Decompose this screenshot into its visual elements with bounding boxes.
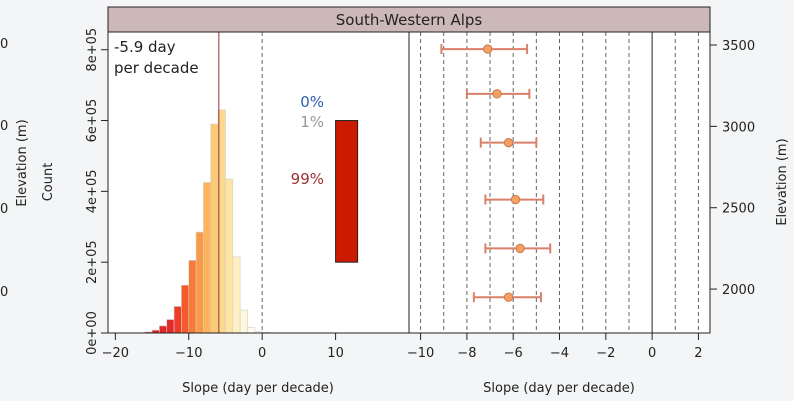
elevation-panel: −10 −8 −6 −4 −2 0 2 2000 2500 3000 3500 Slope (day… (407, 31, 790, 396)
histogram-bar (239, 309, 248, 334)
left-edge-label-3: 0 (0, 202, 8, 217)
elevation-point-group (465, 88, 531, 99)
elevation-x-axis-title: Slope (day per decade) (483, 381, 635, 396)
histogram-x-axis-title: Slope (day per decade) (182, 381, 334, 396)
histogram-bar (166, 319, 175, 334)
elevation-y-tick-label: 3000 (722, 120, 755, 135)
histogram-axes: −20 −10 0 10 0e+00 2e+05 4e+05 6e+05 8e+05 (85, 28, 344, 361)
histogram-y-tick-label: 6e+05 (85, 99, 100, 143)
left-edge-elevation-label: Elevation (m) (15, 119, 30, 206)
data-point (492, 89, 502, 99)
histogram-x-tick-label: −20 (102, 346, 129, 361)
histogram-panel: -5.9 day per decade 0% 1% 99% −20 −10 0 10 0… (41, 28, 410, 396)
histogram-decorations (218, 32, 359, 333)
histogram-plot-area (108, 32, 409, 333)
elevation-x-tick-label: −4 (550, 346, 569, 361)
histogram-y-tick-label: 2e+05 (85, 240, 100, 284)
elevation-points (440, 44, 552, 303)
elevation-x-tick-label: 0 (648, 346, 656, 361)
elevation-y-axis-title: Elevation (m) (775, 138, 790, 225)
left-edge-label-4: 0 (0, 285, 8, 300)
data-point (483, 44, 493, 54)
percent-label-negative: 99% (291, 170, 324, 188)
percent-label-neutral: 1% (300, 113, 324, 131)
histogram-bar (232, 256, 241, 334)
elevation-y-tick-label: 2000 (722, 283, 755, 298)
histogram-bar (181, 284, 190, 334)
elevation-x-tick-label: 2 (694, 346, 702, 361)
histogram-y-axis-title: Count (41, 163, 56, 202)
left-edge-labels: 0 0 0 0 (0, 37, 8, 300)
percent-bar (335, 120, 359, 263)
elevation-point-group (484, 194, 545, 205)
histogram-bar (188, 260, 197, 334)
elevation-point-group (440, 44, 529, 55)
strip-title: South-Western Alps (336, 11, 483, 29)
elevation-x-tick-label: −8 (457, 346, 476, 361)
data-point (503, 292, 514, 302)
histogram-x-tick-label: 0 (258, 346, 266, 361)
median-annotation-line-1: -5.9 day (114, 38, 176, 56)
histogram-bar (159, 325, 168, 334)
elevation-point-group (472, 292, 542, 303)
histogram-y-tick-label: 8e+05 (85, 28, 100, 72)
left-edge-label-2: 0 (0, 119, 8, 134)
percent-label-positive: 0% (300, 93, 324, 111)
histogram-bar (203, 182, 212, 334)
elevation-gridlines (420, 32, 699, 333)
data-point (510, 194, 521, 205)
median-annotation-line-2: per decade (114, 59, 199, 77)
histogram-x-tick-label: 10 (327, 346, 344, 361)
histogram-bar (173, 306, 182, 334)
elevation-y-tick-label: 2500 (722, 202, 755, 217)
histogram-bar (247, 327, 256, 334)
histogram-y-tick-label: 4e+05 (85, 169, 100, 213)
data-point (515, 243, 525, 254)
elevation-x-tick-label: −2 (596, 346, 615, 361)
data-point (503, 137, 514, 148)
histogram-bar (210, 123, 219, 334)
elevation-axes: −10 −8 −6 −4 −2 0 2 2000 2500 3000 3500 (407, 39, 755, 361)
strip-header (107, 6, 711, 33)
elevation-point-group (484, 243, 552, 254)
elevation-x-tick-label: −6 (504, 346, 523, 361)
left-edge-label-1: 0 (0, 37, 8, 52)
elevation-x-tick-label: −10 (407, 346, 434, 361)
histogram-bar (225, 178, 234, 334)
histogram-x-tick-label: −10 (175, 346, 202, 361)
histogram-bar (195, 231, 204, 334)
elevation-y-tick-label: 3500 (722, 39, 755, 54)
elevation-point-group (479, 137, 538, 148)
histogram-y-tick-label: 0e+00 (85, 311, 100, 355)
